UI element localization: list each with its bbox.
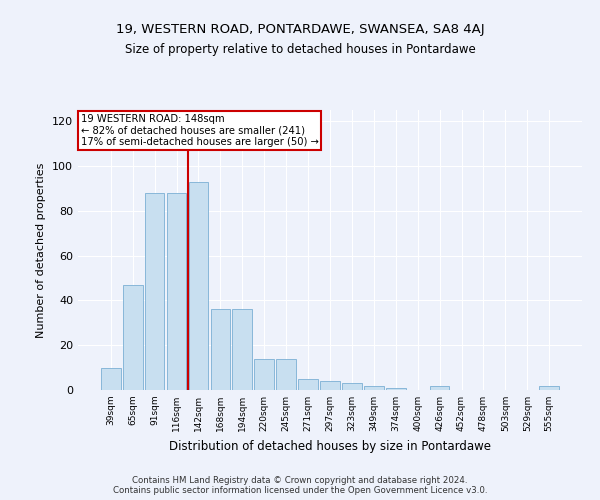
Bar xyxy=(211,310,230,390)
Text: 19, WESTERN ROAD, PONTARDAWE, SWANSEA, SA8 4AJ: 19, WESTERN ROAD, PONTARDAWE, SWANSEA, S… xyxy=(116,22,484,36)
Bar xyxy=(430,386,449,390)
Bar xyxy=(101,368,121,390)
X-axis label: Distribution of detached houses by size in Pontardawe: Distribution of detached houses by size … xyxy=(169,440,491,452)
Bar xyxy=(123,284,143,390)
Text: Contains HM Land Registry data © Crown copyright and database right 2024.
Contai: Contains HM Land Registry data © Crown c… xyxy=(113,476,487,495)
Bar xyxy=(364,386,384,390)
Bar xyxy=(276,358,296,390)
Bar xyxy=(167,193,187,390)
Bar xyxy=(298,379,318,390)
Text: 19 WESTERN ROAD: 148sqm
← 82% of detached houses are smaller (241)
17% of semi-d: 19 WESTERN ROAD: 148sqm ← 82% of detache… xyxy=(80,114,319,148)
Bar xyxy=(232,310,252,390)
Bar xyxy=(145,193,164,390)
Text: Size of property relative to detached houses in Pontardawe: Size of property relative to detached ho… xyxy=(125,42,475,56)
Bar xyxy=(342,384,362,390)
Bar xyxy=(188,182,208,390)
Bar xyxy=(320,381,340,390)
Bar xyxy=(539,386,559,390)
Bar xyxy=(254,358,274,390)
Y-axis label: Number of detached properties: Number of detached properties xyxy=(37,162,46,338)
Bar xyxy=(386,388,406,390)
